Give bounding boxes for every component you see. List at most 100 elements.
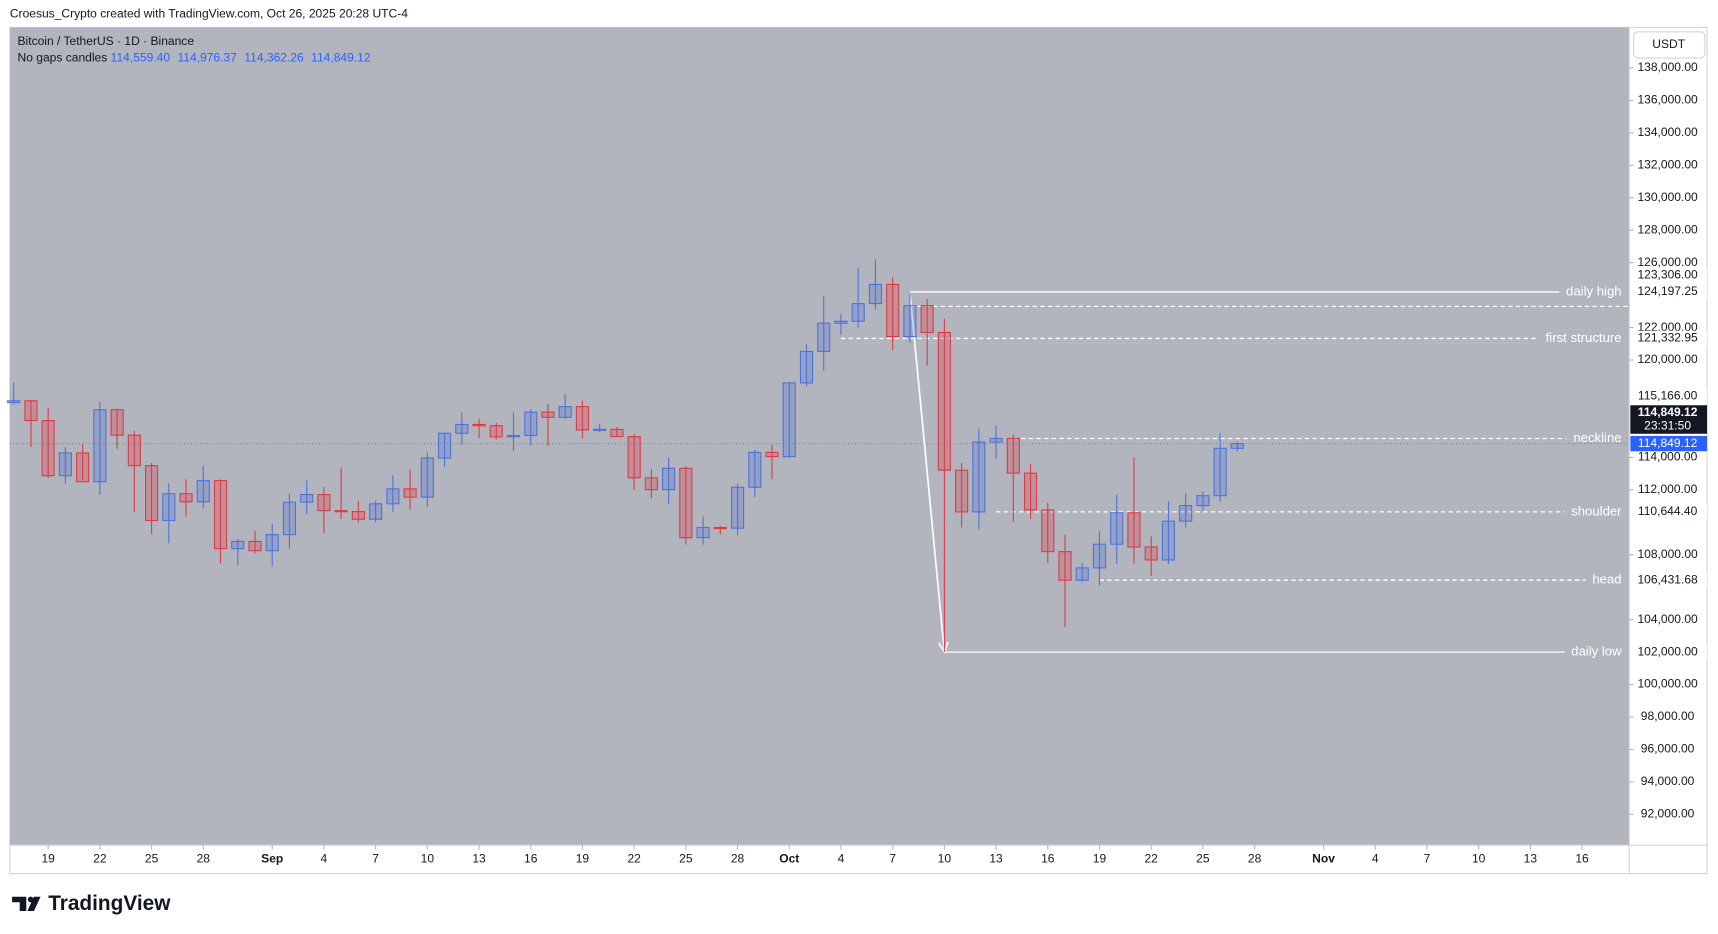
logo-mark — [12, 896, 27, 911]
header-caption: Croesus_Crypto created with TradingView.… — [10, 6, 408, 20]
candle-body — [696, 526, 710, 539]
level-price-box — [1630, 284, 1708, 300]
candle-body — [799, 350, 814, 384]
candle-body — [317, 494, 331, 512]
x-tick-label: 22 — [93, 852, 107, 866]
y-tick-label: 96,000.00 — [1641, 742, 1695, 756]
level-price-box — [1630, 572, 1708, 588]
candle-body — [920, 305, 934, 334]
x-tick-label: 28 — [731, 852, 745, 866]
candle-body — [558, 406, 572, 418]
candle-body — [610, 428, 624, 438]
candle-body — [593, 428, 607, 431]
candle-body — [334, 510, 348, 513]
candle-body — [403, 488, 417, 498]
candle-body — [282, 501, 297, 536]
candle-body — [455, 423, 469, 434]
tradingview-logo: TradingView — [12, 892, 171, 915]
x-tick-label: 28 — [1248, 852, 1262, 866]
x-tick-label: Sep — [261, 852, 283, 866]
level-label: shoulder — [1571, 503, 1622, 518]
candle-body — [145, 465, 159, 522]
candle-body — [1075, 567, 1089, 581]
y-tick-label: 130,000.00 — [1637, 190, 1698, 204]
candle-body — [7, 400, 21, 404]
candle-body — [162, 493, 176, 522]
level-price-label: 110,644.40 — [1638, 504, 1698, 518]
candle-body — [300, 494, 314, 503]
level-price-label: 121,332.95 — [1637, 331, 1698, 345]
candle-body — [1179, 505, 1193, 522]
candle-body — [851, 303, 865, 322]
chart-subtitle: No gaps candles — [18, 50, 108, 64]
candle-body — [196, 480, 210, 503]
candle-body — [541, 411, 555, 418]
level-price-label: 123,306.00 — [1637, 268, 1698, 282]
x-tick-label: 4 — [321, 852, 328, 866]
candle-body — [1161, 520, 1176, 561]
candle-body — [265, 534, 279, 552]
candle-body — [386, 488, 400, 505]
y-tick-label: 104,000.00 — [1637, 612, 1698, 626]
x-tick-label: 25 — [679, 852, 693, 866]
candle-body — [369, 503, 383, 520]
candle-body — [886, 283, 900, 338]
candle-body — [506, 434, 521, 438]
x-tick-label: 16 — [1041, 852, 1055, 866]
candle-body — [437, 432, 452, 459]
candle-body — [1127, 512, 1141, 548]
x-tick-label: 22 — [1144, 852, 1158, 866]
level-price-box — [1630, 330, 1708, 347]
candle-body — [713, 526, 727, 530]
level-price-box — [1630, 267, 1708, 284]
currency-label[interactable]: USDT — [1652, 37, 1685, 51]
plot-area — [9, 27, 1630, 846]
level-price-label: 124,197.25 — [1637, 284, 1698, 298]
countdown-label: 23:31:50 — [1644, 418, 1691, 432]
candle-body — [179, 493, 193, 503]
y-tick-label: 136,000.00 — [1637, 93, 1698, 107]
x-tick-label: Oct — [779, 852, 799, 866]
candle-body — [955, 469, 969, 513]
level-label: neckline — [1573, 430, 1621, 445]
level-price-box — [1630, 644, 1708, 660]
x-tick-label: 13 — [472, 852, 486, 866]
candle-body — [1006, 437, 1020, 474]
level-price-label: 106,431.68 — [1637, 572, 1698, 586]
candle-body — [644, 477, 658, 491]
y-tick-label: 138,000.00 — [1637, 60, 1698, 74]
y-tick-label: 108,000.00 — [1637, 547, 1698, 561]
level-label: daily low — [1571, 644, 1622, 659]
candle-body — [1023, 472, 1038, 511]
x-tick-label: 13 — [989, 852, 1003, 866]
currency-button[interactable] — [1633, 31, 1706, 59]
x-tick-label: 10 — [421, 852, 435, 866]
candle-body — [1041, 509, 1055, 553]
x-tick-label: 7 — [372, 852, 379, 866]
candle-body — [127, 434, 141, 467]
arrow-shaft — [909, 291, 946, 653]
candle-body — [248, 540, 262, 552]
candle-body — [730, 486, 745, 529]
candle-body — [41, 420, 55, 477]
candle-body — [989, 437, 1003, 443]
x-tick-label: 4 — [838, 852, 845, 866]
level-label: first structure — [1546, 330, 1622, 345]
x-tick-label: 16 — [524, 852, 538, 866]
candle-body — [679, 467, 693, 539]
x-tick-label: 28 — [197, 852, 211, 866]
candle-body — [1092, 543, 1107, 569]
x-tick-label: 25 — [145, 852, 159, 866]
last-price-label: 114,849.12 — [1638, 405, 1698, 419]
y-tick-label: 128,000.00 — [1637, 222, 1698, 236]
y-tick-label: 100,000.00 — [1637, 677, 1698, 691]
x-tick-label: 10 — [1472, 852, 1486, 866]
x-tick-label: Nov — [1312, 852, 1335, 866]
x-tick-label: 7 — [889, 852, 896, 866]
x-tick-label: 19 — [41, 852, 55, 866]
candle-body — [782, 382, 796, 458]
candle-body — [1213, 447, 1227, 497]
x-tick-label: 19 — [1093, 852, 1107, 866]
